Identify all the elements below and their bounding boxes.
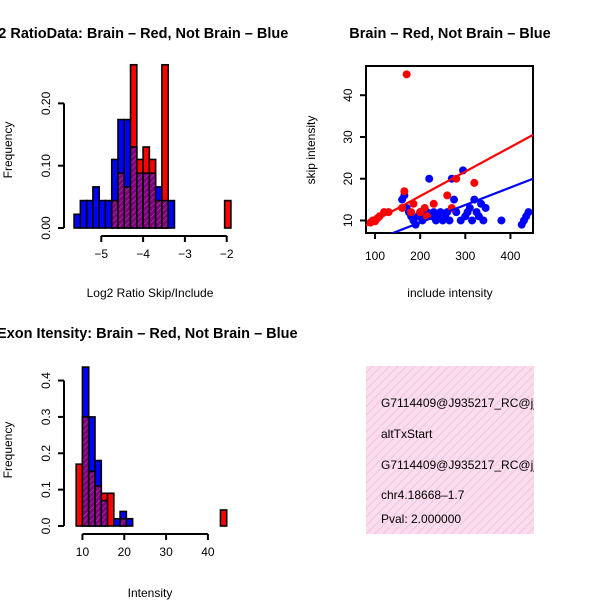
x-tick-label: 300 — [455, 249, 475, 263]
x-tick-label: 40 — [201, 545, 215, 559]
y-tick-label: 0.00 — [39, 216, 53, 240]
scatter-xlabel: include intensity — [407, 286, 492, 300]
scatter-point — [468, 216, 477, 225]
histogram-log2-ratio: Log2 RatioData: Brain – Red, Not Brain –… — [0, 26, 288, 300]
hist1-ylabel: Frequency — [1, 122, 15, 179]
y-tick-label: 40 — [341, 88, 355, 102]
info-event-type: altTxStart — [381, 427, 433, 441]
scatter-point — [429, 199, 438, 208]
scatter-point — [425, 174, 434, 183]
x-tick-label: −3 — [178, 247, 192, 261]
x-tick-label: 20 — [118, 545, 132, 559]
hist-bar — [113, 517, 121, 527]
x-tick-label: 100 — [365, 249, 385, 263]
scatter-point — [402, 70, 411, 79]
hist2-title: Skip Exon Itensity: Brain – Red, Not Bra… — [0, 326, 298, 342]
regression-line — [366, 133, 533, 227]
x-tick-label: −4 — [136, 247, 150, 261]
hist-bar-overlap — [87, 470, 96, 527]
scatter-frame — [365, 65, 534, 234]
y-tick-label: 20 — [341, 172, 355, 186]
hist-bar-overlap — [136, 172, 144, 229]
scatter-title: Brain – Red, Not Brain – Blue — [349, 26, 550, 42]
info-pval: Pval: 2.000000 — [381, 512, 461, 526]
hist1-marks — [73, 63, 232, 229]
scatter-point — [524, 208, 533, 217]
y-tick-label: 0.0 — [39, 517, 53, 534]
info-probe-id: G7114409@J935217_RC@j_at — [381, 396, 551, 410]
regression-line — [389, 177, 533, 233]
hist-bar-overlap — [100, 499, 109, 527]
scatter-point — [481, 203, 490, 212]
hist1-axes: −5 −4 −3 −2 0.00 0.10 0.20 — [39, 91, 234, 261]
hist-bar-overlap — [129, 146, 138, 229]
hist-bar-overlap — [123, 186, 132, 229]
y-tick-label: 0.10 — [39, 154, 53, 178]
info-location: chr4.18668–1.7 — [381, 488, 465, 502]
scatter-point — [400, 187, 409, 196]
scatter-point — [450, 195, 459, 204]
scatter-point — [465, 203, 474, 212]
hist2-ylabel: Frequency — [1, 422, 15, 479]
scatter-point — [479, 216, 488, 225]
hist-bar — [85, 199, 94, 229]
scatter-point — [443, 191, 452, 200]
hist-bar — [106, 492, 115, 527]
hist-bar — [219, 509, 228, 527]
hist-bar — [223, 199, 232, 229]
hist2-axes: 10 20 30 40 0.0 0.1 0.2 0.3 0.4 — [39, 372, 215, 559]
hist-bar — [98, 199, 107, 229]
x-tick-label: 400 — [500, 249, 520, 263]
hist-bar-overlap — [81, 416, 90, 527]
y-tick-label: 30 — [341, 130, 355, 144]
scatter-marks — [366, 70, 533, 233]
hist2-xlabel: Intensity — [128, 586, 173, 600]
info-panel: G7114409@J935217_RC@j_at altTxStart G711… — [366, 366, 551, 534]
hist-bar-overlap — [117, 172, 126, 229]
y-tick-label: 0.4 — [39, 372, 53, 389]
y-tick-label: 0.1 — [39, 481, 53, 498]
hist2-marks — [75, 366, 228, 527]
scatter-point — [497, 216, 506, 225]
scatter-skip-vs-include: Brain – Red, Not Brain – Blue include in… — [304, 26, 551, 300]
hist-bar-overlap — [94, 485, 103, 527]
hist-bar-overlap — [154, 199, 163, 229]
hist-bar — [125, 517, 134, 527]
hist-bar-overlap — [148, 172, 157, 229]
scatter-point — [407, 208, 416, 217]
x-tick-label: −2 — [220, 247, 234, 261]
hist-bar-overlap — [110, 199, 119, 229]
y-tick-label: 0.20 — [39, 91, 53, 115]
hist-bar — [73, 213, 82, 229]
scatter-axes: 100 200 300 400 10 20 30 40 — [341, 88, 521, 263]
x-tick-label: 10 — [76, 545, 90, 559]
y-tick-label: 0.2 — [39, 445, 53, 462]
x-tick-label: −5 — [94, 247, 108, 261]
hist-bar-overlap — [161, 199, 169, 229]
histogram-skip-exon-intensity: Skip Exon Itensity: Brain – Red, Not Bra… — [0, 326, 298, 600]
hist-bar — [167, 199, 176, 229]
hist1-xlabel: Log2 Ratio Skip/Include — [87, 286, 214, 300]
hist-bar-overlap — [142, 172, 151, 229]
hist-bar — [75, 463, 84, 527]
x-tick-label: 30 — [159, 545, 173, 559]
scatter-point — [445, 216, 454, 225]
hist-bar-overlap — [119, 517, 128, 527]
hist-bar — [79, 199, 88, 229]
scatter-point — [470, 178, 479, 187]
scatter-ylabel: skip intensity — [304, 116, 318, 185]
y-tick-label: 10 — [341, 213, 355, 227]
info-probe-id-2: G7114409@J935217_RC@j_at — [381, 458, 551, 472]
info-panel-background — [366, 366, 534, 534]
hist-bar — [104, 199, 113, 229]
y-tick-label: 0.3 — [39, 408, 53, 425]
scatter-point — [420, 203, 429, 212]
hist1-title: Log2 RatioData: Brain – Red, Not Brain –… — [0, 26, 288, 42]
x-tick-label: 200 — [410, 249, 430, 263]
hist-bar — [92, 186, 100, 229]
